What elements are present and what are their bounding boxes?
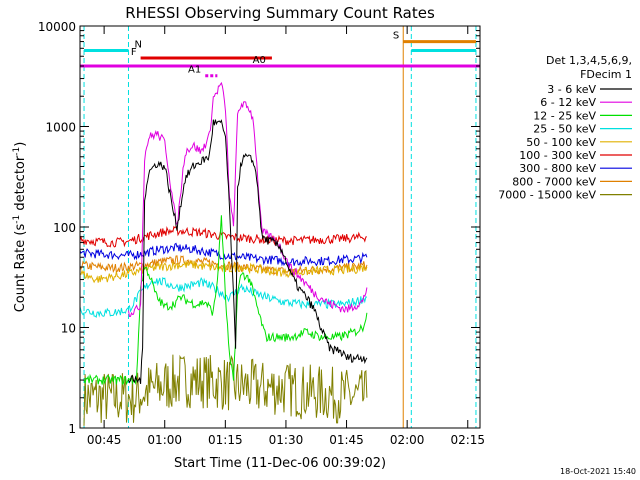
legend-label-1: 6 - 12 keV [540,96,596,109]
y-tick-label-2: 100 [53,221,76,235]
x-axis-label: Start Time (11-Dec-06 00:39:02) [174,456,386,471]
legend-label-0: 3 - 6 keV [547,83,596,96]
annotation-label-a1-5: A1 [188,65,201,76]
y-tick-label-3: 1000 [45,121,76,135]
x-tick-label-2: 01:15 [208,433,243,447]
series-line-100to300kev [80,225,367,248]
legend-label-5: 100 - 300 keV [519,149,596,162]
y-tick-label-0: 1 [68,422,76,436]
annotation-label-a0-4: A0 [253,55,266,66]
x-tick-label-1: 01:00 [147,433,182,447]
chart-title: RHESSI Observing Summary Count Rates [125,4,435,22]
annotation-label-n-0: N [134,40,141,51]
plot-frame [79,25,481,429]
annotation-label-n-1: N [482,40,489,51]
series-line-6to12kev [128,81,368,318]
legend-label-2: 12 - 25 keV [533,109,596,122]
series-line-3to6kev [128,119,368,384]
legend-label-4: 50 - 100 keV [526,136,596,149]
y-axis-label: Count Rate (s-1 detector-1) [12,142,28,313]
x-tick-label-5: 02:00 [390,433,425,447]
legend-label-8: 7000 - 15000 keV [498,189,596,202]
legend-label-3: 25 - 50 keV [533,123,596,136]
series-line-50to100kev [80,259,368,284]
legend-header-0: Det 1,3,4,5,6,9, [546,54,632,67]
y-tick-label-4: 10000 [38,20,76,34]
timestamp: 18-Oct-2021 15:40 [560,467,636,476]
x-tick-label-4: 01:45 [329,433,364,447]
legend-header-1: FDecim 1 [580,68,632,81]
series-line-12to25kev [83,215,368,386]
x-tick-label-0: 00:45 [87,433,122,447]
annotation-label-s-3: S [393,31,399,42]
legend-label-6: 300 - 800 keV [519,162,596,175]
series-line-25to50kev [80,276,368,318]
x-tick-label-6: 02:15 [450,433,485,447]
x-tick-label-3: 01:30 [269,433,304,447]
y-tick-label-1: 10 [61,322,76,336]
legend-label-7: 800 - 7000 keV [512,175,596,188]
annotation-label-f-2: F [131,47,137,58]
series-line-7000to15000kev [83,354,368,426]
